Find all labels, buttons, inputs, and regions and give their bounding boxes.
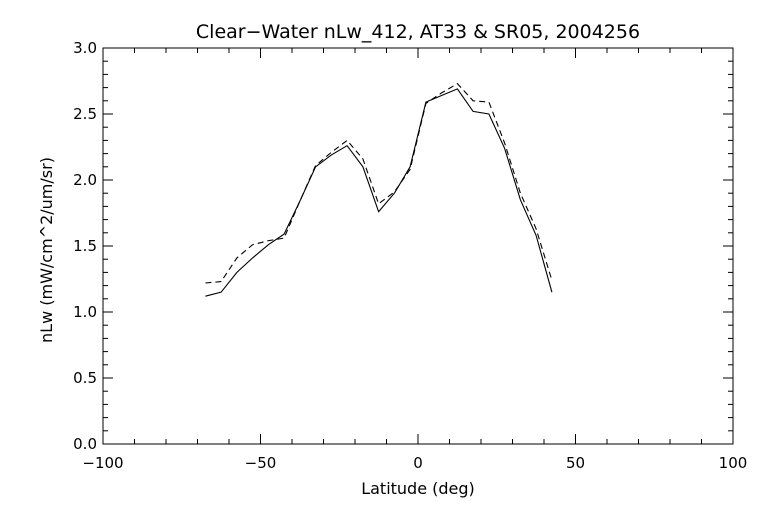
y-tick-label: 2.5	[73, 105, 97, 123]
y-tick-label: 2.0	[73, 171, 97, 189]
x-tick-label: 50	[566, 454, 585, 472]
series-line-solid	[205, 88, 553, 297]
y-tick-label: 1.0	[73, 303, 97, 321]
x-tick-label: −50	[245, 454, 277, 472]
chart-title: Clear−Water nLw_412, AT33 & SR05, 200425…	[196, 21, 640, 43]
axes	[102, 47, 734, 445]
y-tick-label: 3.0	[73, 39, 97, 57]
x-tick-label: 100	[719, 454, 748, 472]
ticks: −100 −50 0 50 100 0.0 0.5 1.0 1.5 2.0 2.5 3.0	[73, 39, 747, 472]
plot-frame	[102, 47, 734, 445]
y-tick-label: 0.5	[73, 369, 97, 387]
y-tick-label: 0.0	[73, 435, 97, 453]
x-axis-label: Latitude (deg)	[361, 479, 475, 498]
series-line-dashed	[205, 82, 553, 284]
x-tick-label: −100	[82, 454, 123, 472]
y-axis-label: nLw (mW/cm^2/um/sr)	[37, 157, 56, 343]
y-tick-label: 1.5	[73, 237, 97, 255]
x-tick-label: 0	[413, 454, 423, 472]
series-lines	[205, 82, 553, 297]
